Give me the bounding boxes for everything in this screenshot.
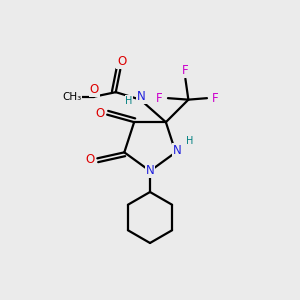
Text: O: O <box>117 55 126 68</box>
Text: F: F <box>212 92 219 105</box>
Text: N: N <box>173 144 182 157</box>
Text: H: H <box>125 96 133 106</box>
Text: N: N <box>137 90 146 103</box>
Text: F: F <box>182 64 189 77</box>
Text: F: F <box>156 92 163 105</box>
Text: O: O <box>95 107 104 120</box>
Text: N: N <box>146 164 154 178</box>
Text: CH₃: CH₃ <box>62 92 81 102</box>
Text: O: O <box>85 153 94 166</box>
Text: H: H <box>186 136 194 146</box>
Text: O: O <box>89 83 99 96</box>
